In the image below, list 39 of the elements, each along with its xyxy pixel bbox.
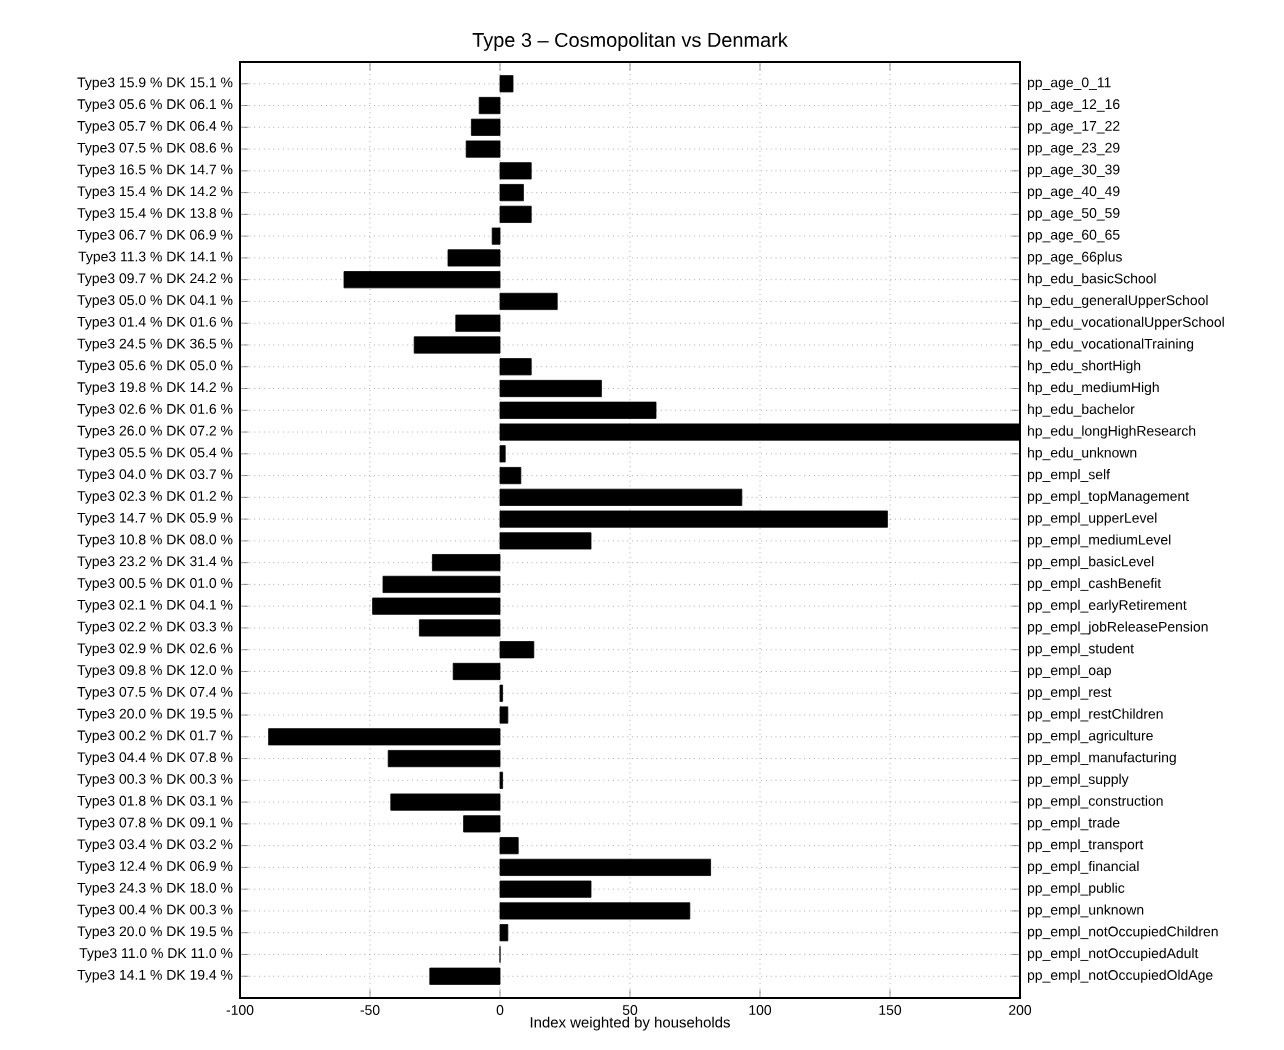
bar bbox=[499, 837, 519, 855]
bar bbox=[499, 358, 532, 376]
bar bbox=[499, 706, 509, 724]
bar bbox=[499, 205, 532, 223]
bar bbox=[499, 858, 711, 876]
bar bbox=[499, 510, 888, 528]
bar bbox=[343, 271, 501, 289]
bar bbox=[499, 292, 558, 310]
chart-title: Type 3 – Cosmopolitan vs Denmark bbox=[472, 32, 788, 51]
bar bbox=[499, 880, 592, 898]
bar bbox=[463, 815, 501, 833]
bar bbox=[452, 662, 501, 681]
bar bbox=[387, 749, 501, 768]
bar bbox=[499, 162, 532, 180]
bar bbox=[465, 140, 501, 158]
bar bbox=[499, 184, 524, 202]
bar bbox=[447, 249, 501, 267]
bar bbox=[499, 401, 657, 419]
bar bbox=[499, 641, 535, 659]
bar bbox=[429, 967, 501, 985]
bar bbox=[413, 336, 501, 354]
bar bbox=[372, 597, 501, 615]
bar bbox=[455, 314, 501, 332]
bar bbox=[471, 118, 501, 136]
bar bbox=[268, 728, 501, 746]
bar bbox=[390, 793, 501, 811]
bar bbox=[499, 379, 602, 398]
bar bbox=[499, 488, 743, 506]
bar bbox=[499, 75, 514, 93]
bar bbox=[499, 445, 506, 463]
bar bbox=[432, 554, 501, 572]
bar bbox=[499, 902, 691, 920]
bar bbox=[478, 96, 501, 115]
bar bbox=[491, 227, 501, 245]
bar bbox=[499, 924, 509, 942]
bar bbox=[499, 532, 592, 550]
bar bbox=[419, 619, 501, 637]
bar bbox=[382, 575, 501, 593]
bar bbox=[499, 467, 522, 485]
